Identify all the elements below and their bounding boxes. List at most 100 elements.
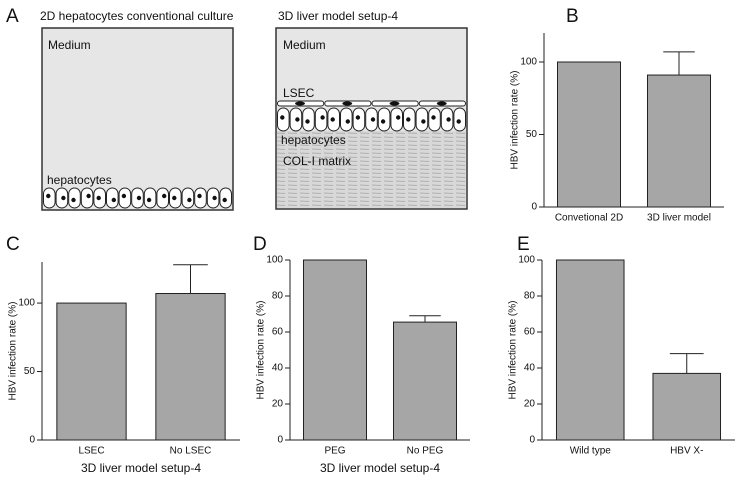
y-tick-label: 20 [524,399,536,410]
panel-letter: D [253,234,267,255]
matrix-label: COL-I matrix [283,154,351,168]
matrix [277,131,466,208]
bar [555,259,625,441]
cell [118,187,132,209]
nucleus [431,115,436,120]
lsec-nucleus [436,101,447,106]
cell [219,187,232,209]
cell-row [277,107,466,132]
x-tick-label: No LSEC [170,446,212,457]
bar [393,321,457,441]
bar [155,292,226,441]
lsec-nucleus [295,101,305,106]
y-tick-label: 20 [272,399,284,410]
cell [181,187,195,209]
medium-label: Medium [48,38,91,52]
nucleus [61,195,66,201]
y-tick-label: 0 [529,435,535,446]
x-tick-label: No PEG [407,446,444,457]
cell [340,107,353,132]
cell [106,187,119,209]
cells-label: hepatocytes [47,173,112,187]
cell [277,107,290,132]
y-tick-label: 50 [526,129,538,140]
x-axis-label: 3D liver model setup-4 [320,461,440,475]
nucleus [136,195,142,201]
bar [652,372,722,441]
bar [56,302,127,441]
nucleus [111,197,117,203]
y-tick-label: 0 [29,435,35,446]
nucleus [197,193,202,199]
lsec-nucleus [389,101,400,106]
bar [557,61,621,208]
nucleus [295,117,300,122]
diagram-title: 3D liver model setup-4 [278,9,398,23]
cell [377,107,391,132]
cell [156,187,169,209]
culture-box [41,27,234,211]
y-axis-label: HBV infection rate (%) [256,301,267,400]
bar [647,74,711,208]
nucleus [380,119,386,124]
nucleus [330,117,335,122]
nucleus [396,115,401,120]
x-tick-label: PEG [324,446,345,457]
cell [302,107,315,132]
nucleus [305,119,310,124]
nucleus [345,119,350,124]
x-tick-label: Wild type [570,446,612,457]
y-tick-label: 100 [18,298,35,309]
panel-letter: E [517,234,530,255]
error-bar [663,51,695,76]
cell [314,107,328,132]
nucleus [355,115,361,120]
x-axis-label: 3D liver model setup-4 [81,461,201,475]
nucleus [121,193,127,199]
nucleus [320,115,325,120]
bar [303,259,367,441]
y-tick-label: 60 [272,327,284,338]
error-bar [173,264,208,294]
error-bar [409,315,441,323]
nucleus [86,193,91,199]
cell [68,187,81,209]
x-tick-label: HBV X- [670,446,703,457]
x-tick-label: LSEC [78,446,104,457]
error-bar [669,353,704,374]
y-axis-label: HBV infection rate (%) [510,71,521,170]
y-tick-label: 80 [524,291,536,302]
y-tick-label: 100 [520,57,537,68]
y-axis-label: HBV infection rate (%) [508,301,519,400]
y-tick-label: 100 [518,255,535,266]
cell [194,187,207,209]
nucleus [96,195,101,201]
cells-label: hepatocytes [281,133,346,147]
nucleus [212,195,217,201]
nucleus [187,197,192,203]
y-axis-label: HBV infection rate (%) [8,302,19,401]
cell [80,187,94,209]
nucleus [222,197,227,203]
cell [143,187,157,209]
nucleus [280,115,285,120]
y-tick-label: 40 [272,363,284,374]
cell [390,107,403,132]
lsec-layer [277,100,466,107]
nucleus [71,197,76,203]
nucleus [446,117,451,122]
medium-label: Medium [283,38,326,52]
nucleus [456,119,461,124]
y-tick-label: 0 [531,202,537,213]
cell-row [43,187,232,209]
y-tick-label: 40 [524,363,536,374]
diagram-title: 2D hepatocytes conventional culture [40,9,234,23]
cell [352,107,366,132]
cell [43,187,56,209]
lsec-label: LSEC [283,86,315,100]
nucleus [172,195,177,201]
y-tick-label: 50 [24,366,36,377]
y-tick-label: 80 [272,291,284,302]
x-tick-label: 3D liver model [647,213,711,224]
nucleus [406,117,411,122]
